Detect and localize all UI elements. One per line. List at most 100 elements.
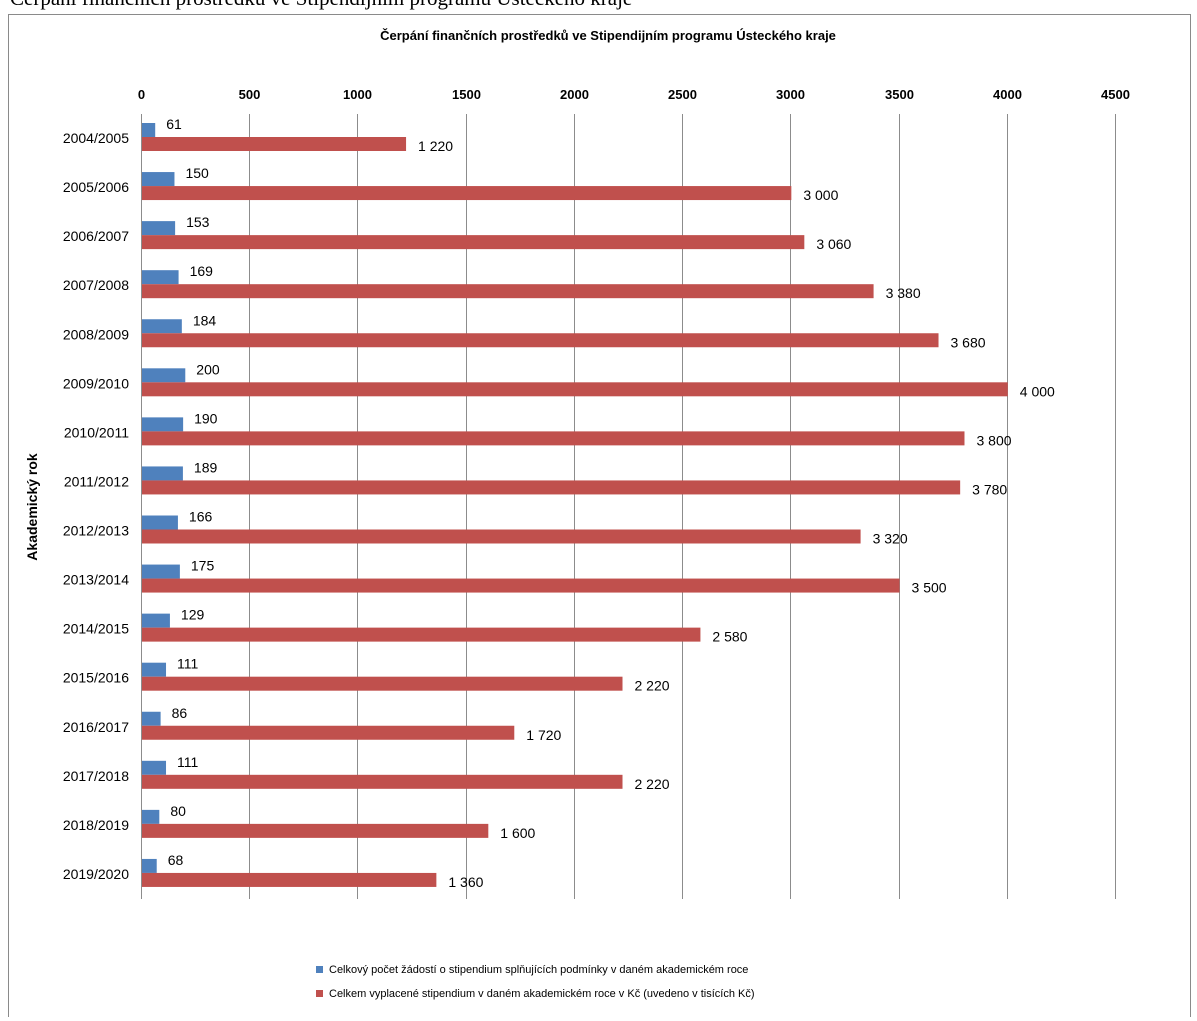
- x-tick-label: 3000: [776, 87, 805, 102]
- data-label: 3 500: [912, 580, 947, 596]
- data-label: 1 360: [448, 874, 483, 890]
- data-label: 61: [166, 116, 182, 132]
- data-label: 111: [177, 754, 198, 770]
- x-tick-label: 500: [239, 87, 261, 102]
- bar-scholarship-2011-2012: [142, 480, 961, 495]
- bar-scholarship-2005-2006: [142, 186, 792, 201]
- bar-scholarship-2004-2005: [142, 137, 407, 151]
- category-label: 2007/2008: [63, 277, 129, 293]
- bar-applications-2007-2008: [142, 270, 179, 285]
- category-labels: 2004/2005 2005/2006 2006/2007 2007/2008 2008…: [63, 130, 129, 882]
- data-label: 175: [191, 558, 215, 574]
- category-label: 2004/2005: [63, 130, 129, 146]
- category-label: 2006/2007: [63, 228, 129, 244]
- category-label: 2018/2019: [63, 817, 129, 833]
- category-label: 2019/2020: [63, 866, 129, 882]
- category-label: 2009/2010: [63, 375, 129, 391]
- category-label: 2005/2006: [63, 179, 129, 195]
- bar-applications-2005-2006: [142, 172, 175, 187]
- legend-label: Celkový počet žádostí o stipendium splňu…: [329, 964, 748, 976]
- x-tick-label: 2500: [668, 87, 697, 102]
- bar-scholarship-2006-2007: [142, 235, 805, 250]
- x-tick-label: 3500: [885, 87, 914, 102]
- bar-scholarship-2007-2008: [142, 284, 874, 299]
- category-label: 2012/2013: [63, 523, 129, 539]
- bar-applications-2015-2016: [142, 662, 167, 677]
- bar-applications-2013-2014: [142, 564, 180, 579]
- x-tick-label: 4000: [993, 87, 1022, 102]
- bar-applications-2009-2010: [142, 368, 186, 383]
- bar-scholarship-2013-2014: [142, 578, 900, 593]
- data-label: 129: [181, 607, 205, 623]
- category-label: 2014/2015: [63, 621, 129, 637]
- data-label: 3 800: [976, 432, 1011, 448]
- data-label: 184: [193, 312, 217, 328]
- bar-applications-2010-2011: [142, 417, 184, 432]
- legend-label: Celkem vyplacené stipendium v daném akad…: [329, 988, 755, 1000]
- data-label: 1 720: [526, 727, 561, 743]
- clipped-header-label: Čerpání finančních prostředků ve Stipend…: [10, 0, 632, 10]
- x-tick-label: 0: [138, 87, 145, 102]
- bar-scholarship-2016-2017: [142, 725, 515, 740]
- bar-scholarship-2015-2016: [142, 676, 623, 691]
- bar-scholarship-2010-2011: [142, 431, 965, 446]
- x-tick-label: 1000: [343, 87, 372, 102]
- category-label: 2016/2017: [63, 719, 129, 735]
- x-tick-label: 1500: [452, 87, 481, 102]
- chart-title: Čerpání finančních prostředků ve Stipend…: [380, 28, 836, 43]
- legend-swatch: [316, 966, 323, 973]
- data-label: 3 680: [951, 334, 986, 350]
- data-label: 3 780: [972, 481, 1007, 497]
- bar-applications-2006-2007: [142, 221, 176, 236]
- data-label: 169: [190, 263, 214, 279]
- data-label: 111: [177, 656, 198, 672]
- data-label: 3 000: [803, 187, 838, 203]
- category-label: 2013/2014: [63, 572, 129, 588]
- legend: Celkový počet žádostí o stipendium splňu…: [316, 964, 755, 1000]
- x-axis-ticks: 0 500 1000 1500 2000 2500 3000 3500 4000 4500: [138, 87, 1130, 102]
- bar-applications-2004-2005: [142, 123, 156, 137]
- data-label: 153: [186, 214, 210, 230]
- bar-applications-2018-2019: [142, 809, 160, 824]
- bar-scholarship-2019-2020: [142, 872, 437, 887]
- bar-scholarship-2008-2009: [142, 333, 939, 348]
- data-label: 3 320: [873, 531, 908, 547]
- chart-frame: [8, 14, 1191, 1017]
- data-label: 68: [168, 852, 184, 868]
- bar-scholarship-2009-2010: [142, 382, 1008, 397]
- data-label: 86: [172, 705, 188, 721]
- bar-applications-2016-2017: [142, 711, 161, 726]
- data-label: 1 220: [418, 138, 453, 154]
- data-label: 2 220: [635, 678, 670, 694]
- category-label: 2011/2012: [64, 473, 129, 489]
- bar-applications-2019-2020: [142, 858, 157, 873]
- data-label: 2 580: [712, 629, 747, 645]
- data-label: 200: [196, 361, 220, 377]
- data-label: 1 600: [500, 825, 535, 841]
- data-label: 3 380: [886, 285, 921, 301]
- bar-scholarship-2012-2013: [142, 529, 861, 544]
- data-label: 4 000: [1020, 383, 1055, 399]
- data-label: 80: [170, 803, 186, 819]
- clipped-header-text: Čerpání finančních prostředků ve Stipend…: [0, 0, 1197, 10]
- bars: [142, 123, 1008, 887]
- bar-scholarship-2018-2019: [142, 823, 489, 838]
- category-label: 2010/2011: [64, 424, 129, 440]
- x-tick-label: 4500: [1101, 87, 1130, 102]
- data-label: 150: [185, 165, 209, 181]
- data-label: 166: [189, 509, 213, 525]
- bar-scholarship-2014-2015: [142, 627, 701, 642]
- data-label: 3 060: [816, 236, 851, 252]
- bar-applications-2012-2013: [142, 515, 178, 530]
- category-label: 2008/2009: [63, 326, 129, 342]
- bar-applications-2017-2018: [142, 760, 167, 775]
- category-label: 2017/2018: [63, 768, 129, 784]
- data-labels: 61 1 220 150 3 000 153 3 060 169 3 380 184 3 680 2…: [166, 116, 1055, 890]
- data-label: 2 220: [635, 776, 670, 792]
- data-label: 189: [194, 459, 218, 475]
- legend-swatch: [316, 990, 323, 997]
- data-label: 190: [194, 410, 218, 426]
- bar-applications-2014-2015: [142, 613, 170, 628]
- y-axis-title: Akademický rok: [24, 453, 40, 561]
